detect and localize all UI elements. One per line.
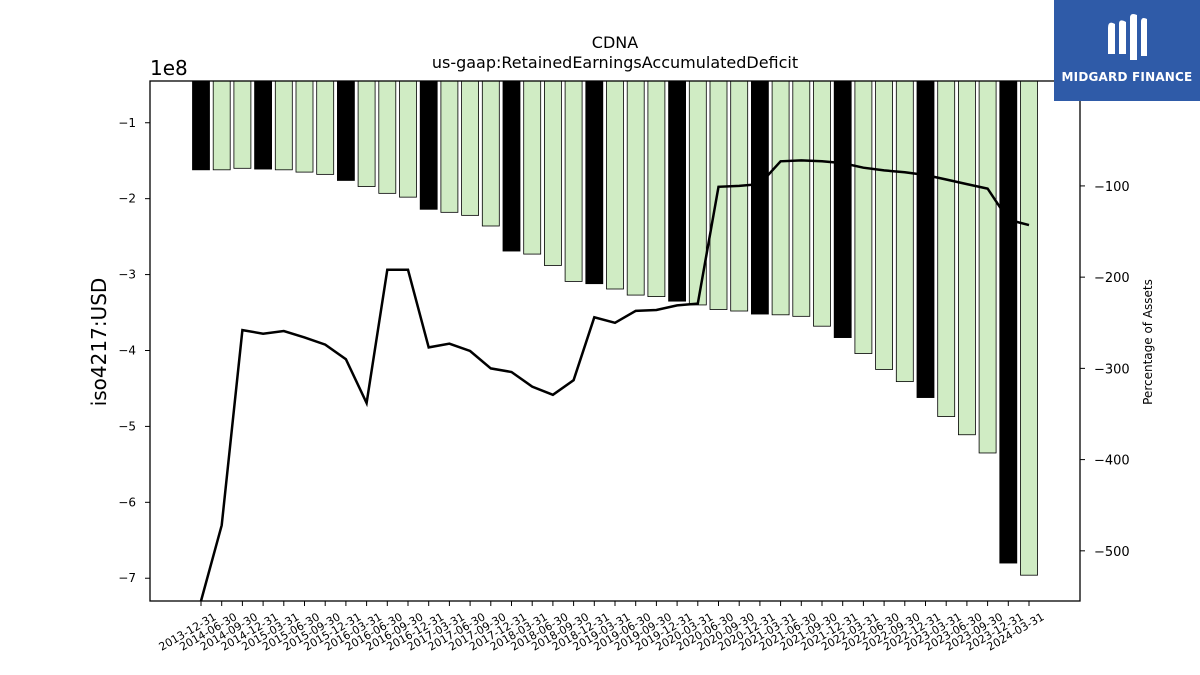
y2-tick-label: −500 (1094, 545, 1130, 560)
bar (647, 80, 666, 297)
y-tick-label: −5 (118, 419, 136, 433)
bar (958, 80, 976, 436)
bar (813, 80, 831, 327)
y-offset-label: 1e8 (150, 56, 188, 80)
bar (854, 80, 873, 354)
y-tick-label: −1 (118, 116, 136, 130)
bar (606, 80, 624, 290)
bar (916, 80, 935, 398)
y-axis-label: iso4217:USD (87, 278, 111, 407)
y-tick-label: −6 (118, 495, 136, 509)
y2-axis-ticks: −100 −200 −300 −400 −500 (1080, 180, 1130, 560)
bar (357, 80, 376, 187)
bar (668, 80, 686, 302)
bar (295, 80, 314, 173)
bar (254, 80, 273, 170)
y2-tick-label: −300 (1094, 362, 1130, 377)
y2-tick-label: −100 (1094, 180, 1130, 195)
bar (212, 80, 231, 171)
bar (1020, 80, 1038, 576)
bar (585, 80, 604, 285)
brand-logo: MIDGARD FINANCE (1054, 0, 1200, 101)
bar (895, 80, 914, 383)
bar (523, 80, 542, 255)
bar (978, 80, 997, 454)
bar-series (192, 80, 1038, 576)
bar (233, 80, 252, 169)
brand-name: MIDGARD FINANCE (1061, 70, 1193, 84)
bar (461, 80, 480, 216)
chart-title: CDNA (592, 33, 638, 52)
bar (564, 80, 583, 282)
bar (336, 80, 355, 181)
y-tick-label: −3 (118, 268, 136, 282)
bar (751, 80, 769, 315)
bar (771, 80, 790, 316)
bar (192, 80, 210, 171)
y-tick-label: −4 (118, 343, 136, 357)
y-tick-label: −7 (118, 571, 136, 585)
y2-axis-label: Percentage of Assets (1141, 279, 1155, 405)
bar (274, 80, 293, 171)
bar (999, 80, 1018, 564)
bar (502, 80, 521, 252)
bar (544, 80, 562, 266)
chart-subtitle: us-gaap:RetainedEarningsAccumulatedDefic… (432, 53, 798, 72)
y2-tick-label: −400 (1094, 454, 1130, 469)
bar (709, 80, 728, 310)
bar (316, 80, 335, 175)
bar (440, 80, 459, 213)
bar (481, 80, 500, 227)
bar (626, 80, 645, 296)
bar (378, 80, 397, 194)
bar (792, 80, 811, 317)
line-series (199, 159, 1030, 602)
y-tick-label: −2 (118, 192, 136, 206)
brand-mark-icon (1108, 14, 1147, 60)
bar (399, 80, 417, 198)
y-axis-ticks: −1 −2 −3 −4 −5 −6 −7 (118, 116, 150, 585)
bar (419, 80, 438, 210)
bar (730, 80, 749, 312)
y2-tick-label: −200 (1094, 271, 1130, 286)
x-axis-ticks: 2013-12-312014-06-302014-09-302014-12-31… (157, 601, 1047, 654)
plot-frame (149, 80, 1081, 602)
bar (937, 80, 956, 417)
percentage-line (199, 159, 1030, 602)
bar (875, 80, 893, 370)
bar (833, 80, 852, 338)
